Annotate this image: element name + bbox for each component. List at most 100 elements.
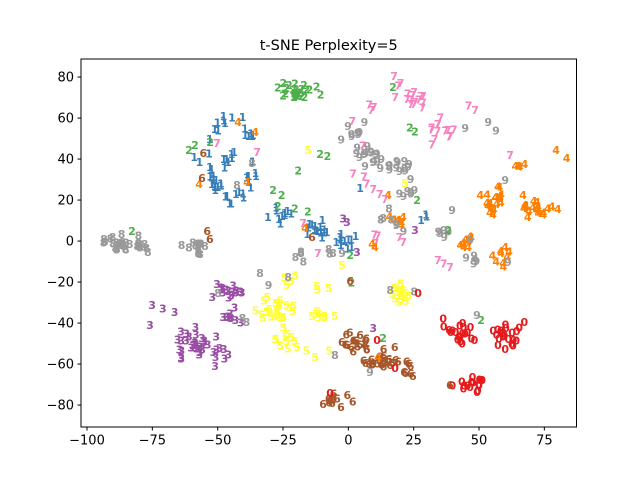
digit-marker-3: 3 <box>221 353 229 366</box>
digit-marker-1: 1 <box>228 148 236 161</box>
digit-marker-6: 6 <box>391 341 399 354</box>
digit-marker-1: 1 <box>337 239 345 252</box>
digit-marker-4: 4 <box>483 197 491 210</box>
digit-marker-4: 4 <box>534 207 542 220</box>
digit-marker-1: 1 <box>318 214 326 227</box>
digit-marker-1: 1 <box>214 116 222 129</box>
digit-marker-4: 4 <box>488 203 496 216</box>
digit-marker-6: 6 <box>380 356 388 369</box>
digit-marker-1: 1 <box>336 231 344 244</box>
digit-marker-0: 0 <box>467 321 475 334</box>
digit-marker-5: 5 <box>273 306 281 319</box>
digit-marker-1: 1 <box>306 218 314 231</box>
digit-marker-6: 6 <box>206 233 214 246</box>
digit-marker-6: 6 <box>375 350 383 363</box>
x-tick-label: 50 <box>471 434 488 449</box>
digit-marker-5: 5 <box>279 311 287 324</box>
digit-marker-8: 8 <box>194 246 202 259</box>
digit-marker-4: 4 <box>554 203 562 216</box>
digit-marker-2: 2 <box>274 82 282 95</box>
digit-marker-1: 1 <box>206 133 214 146</box>
digit-marker-6: 6 <box>363 343 371 356</box>
digit-marker-3: 3 <box>190 339 198 352</box>
digit-marker-2: 2 <box>348 277 356 290</box>
digit-marker-6: 6 <box>203 225 211 238</box>
digit-marker-4: 4 <box>459 238 467 251</box>
digit-marker-4: 4 <box>384 189 392 202</box>
digit-marker-6: 6 <box>356 339 364 352</box>
digit-marker-5: 5 <box>282 330 290 343</box>
digit-marker-4: 4 <box>494 180 502 193</box>
digit-marker-2: 2 <box>317 89 325 102</box>
digit-marker-0: 0 <box>495 333 503 346</box>
digit-marker-7: 7 <box>431 133 439 146</box>
digit-marker-0: 0 <box>476 374 484 387</box>
digit-marker-1: 1 <box>221 117 229 130</box>
digit-marker-0: 0 <box>447 326 455 339</box>
digit-marker-9: 9 <box>405 158 413 171</box>
digit-marker-7: 7 <box>441 125 449 138</box>
digit-marker-5: 5 <box>391 293 399 306</box>
digit-marker-0: 0 <box>468 376 476 389</box>
digit-marker-1: 1 <box>252 170 260 183</box>
digit-marker-4: 4 <box>489 208 497 221</box>
digit-marker-9: 9 <box>369 156 377 169</box>
digit-marker-4: 4 <box>462 234 470 247</box>
digit-marker-8: 8 <box>331 349 339 362</box>
digit-marker-3: 3 <box>148 299 156 312</box>
digit-marker-4: 4 <box>390 214 398 227</box>
digit-marker-8: 8 <box>133 240 141 253</box>
digit-marker-6: 6 <box>386 359 394 372</box>
digit-marker-8: 8 <box>126 238 134 251</box>
digit-marker-1: 1 <box>209 174 217 187</box>
digit-marker-7: 7 <box>367 104 375 117</box>
digit-marker-5: 5 <box>276 311 284 324</box>
digit-marker-1: 1 <box>317 227 325 240</box>
digit-marker-5: 5 <box>291 335 299 348</box>
digit-marker-9: 9 <box>385 159 393 172</box>
digit-marker-7: 7 <box>450 124 458 137</box>
digit-marker-4: 4 <box>195 178 203 191</box>
digit-marker-0: 0 <box>489 325 497 338</box>
digit-marker-9: 9 <box>353 141 361 154</box>
digit-marker-7: 7 <box>253 146 261 159</box>
digit-marker-7: 7 <box>436 111 444 124</box>
digit-marker-4: 4 <box>466 231 474 244</box>
digit-marker-8: 8 <box>122 243 130 256</box>
digit-marker-4: 4 <box>563 152 571 165</box>
digit-marker-2: 2 <box>293 89 301 102</box>
digit-marker-0: 0 <box>373 334 381 347</box>
digit-marker-8: 8 <box>136 242 144 255</box>
digit-marker-8: 8 <box>116 237 124 250</box>
digit-marker-7: 7 <box>419 90 427 103</box>
digit-marker-6: 6 <box>373 358 381 371</box>
digit-marker-4: 4 <box>520 202 528 215</box>
digit-marker-1: 1 <box>210 173 218 186</box>
digit-marker-6: 6 <box>368 353 376 366</box>
digit-marker-6: 6 <box>400 366 408 379</box>
digit-marker-9: 9 <box>471 255 479 268</box>
digit-marker-5: 5 <box>274 306 282 319</box>
digit-marker-4: 4 <box>301 222 309 235</box>
digit-marker-6: 6 <box>198 172 206 185</box>
digit-marker-5: 5 <box>281 272 289 285</box>
digit-marker-6: 6 <box>346 327 354 340</box>
digit-marker-5: 5 <box>338 259 346 272</box>
digit-marker-3: 3 <box>211 360 219 373</box>
digit-marker-4: 4 <box>497 245 505 258</box>
digit-marker-1: 1 <box>316 221 324 234</box>
digit-marker-8: 8 <box>248 157 256 170</box>
digit-marker-1: 1 <box>320 226 328 239</box>
digit-marker-7: 7 <box>371 229 379 242</box>
digit-marker-3: 3 <box>193 343 201 356</box>
digit-marker-3: 3 <box>238 286 246 299</box>
digit-marker-2: 2 <box>379 332 387 345</box>
digit-marker-5: 5 <box>252 304 260 317</box>
y-tick-label: 40 <box>57 153 74 168</box>
digit-marker-9: 9 <box>504 256 512 269</box>
digit-marker-6: 6 <box>369 358 377 371</box>
digit-marker-5: 5 <box>263 291 271 304</box>
digit-marker-1: 1 <box>239 188 247 201</box>
digit-marker-0: 0 <box>439 313 447 326</box>
